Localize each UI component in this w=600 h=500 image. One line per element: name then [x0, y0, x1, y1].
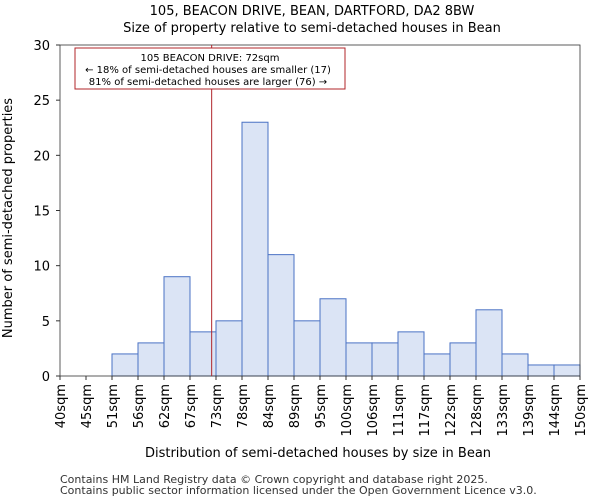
histogram-bar — [137, 342, 165, 377]
histogram-bar — [501, 353, 529, 377]
y-tick-label: 30 — [33, 39, 50, 54]
histogram-bar — [553, 364, 581, 377]
x-tick-label: 122sqm — [444, 384, 459, 437]
x-tick-label: 139sqm — [522, 384, 537, 437]
histogram-bar — [319, 298, 347, 377]
annotation-line-3: 81% of semi-detached houses are larger (… — [89, 77, 327, 88]
histogram-bar — [111, 353, 139, 377]
y-axis-label: Number of semi-detached properties — [1, 98, 16, 338]
x-tick-label: 100sqm — [340, 384, 355, 437]
histogram-bar — [371, 342, 399, 377]
annotation-line-1: 105 BEACON DRIVE: 72sqm — [141, 53, 280, 64]
histogram-bar — [345, 342, 373, 377]
x-tick-label: 150sqm — [574, 384, 589, 437]
chart-subtitle: Size of property relative to semi-detach… — [123, 21, 501, 36]
x-tick-label: 128sqm — [470, 384, 485, 437]
footer-attribution-1: Contains HM Land Registry data © Crown c… — [60, 473, 488, 486]
histogram-bar — [527, 364, 555, 377]
histogram-bar — [449, 342, 477, 377]
x-tick-label: 84sqm — [262, 384, 277, 428]
x-tick-label: 117sqm — [418, 384, 433, 437]
x-tick-label: 89sqm — [288, 384, 303, 428]
y-axis-ticks: 0 5 10 15 20 25 30 — [33, 39, 60, 385]
y-tick-label: 0 — [42, 370, 50, 385]
x-tick-label: 67sqm — [184, 384, 199, 428]
x-tick-label: 106sqm — [366, 384, 381, 437]
footer-attribution-2: Contains public sector information licen… — [60, 484, 537, 497]
x-tick-label: 111sqm — [392, 384, 407, 437]
y-tick-label: 5 — [42, 315, 50, 330]
histogram-bar — [475, 309, 503, 377]
annotation-box: 105 BEACON DRIVE: 72sqm ← 18% of semi-de… — [74, 47, 346, 90]
bars-group — [111, 121, 581, 377]
chart-title: 105, BEACON DRIVE, BEAN, DARTFORD, DA2 8… — [150, 4, 475, 19]
y-tick-label: 20 — [33, 149, 50, 164]
histogram-bar — [163, 276, 191, 377]
x-tick-label: 45sqm — [80, 384, 95, 428]
y-tick-label: 25 — [33, 94, 50, 109]
x-tick-label: 144sqm — [548, 384, 563, 437]
x-tick-label: 95sqm — [314, 384, 329, 428]
histogram-bar — [397, 331, 425, 377]
y-tick-label: 15 — [33, 205, 50, 220]
x-tick-label: 62sqm — [158, 384, 173, 428]
y-tick-label: 10 — [33, 260, 50, 275]
x-axis-ticks: 40sqm 45sqm 51sqm 56sqm 62sqm 67sqm 73sqm 78sqm… — [54, 376, 589, 437]
annotation-line-2: ← 18% of semi-detached houses are smalle… — [85, 65, 331, 76]
histogram-bar — [267, 254, 295, 377]
x-axis-label: Distribution of semi-detached houses by … — [145, 446, 491, 461]
x-tick-label: 78sqm — [236, 384, 251, 428]
x-tick-label: 51sqm — [106, 384, 121, 428]
histogram-bar — [423, 353, 451, 377]
x-tick-label: 73sqm — [210, 384, 225, 428]
x-tick-label: 133sqm — [496, 384, 511, 437]
histogram-bar — [293, 320, 321, 377]
histogram-bar — [241, 121, 269, 377]
x-tick-label: 56sqm — [132, 384, 147, 428]
histogram-bar — [215, 320, 243, 377]
x-tick-label: 40sqm — [54, 384, 69, 428]
